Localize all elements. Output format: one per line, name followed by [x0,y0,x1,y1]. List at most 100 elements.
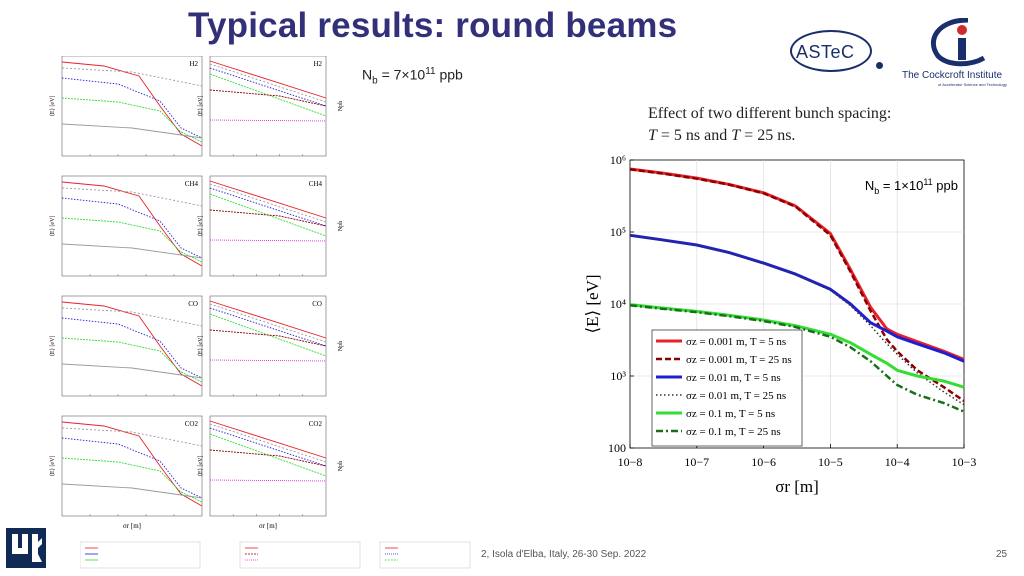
small-panel-ylabel: ⟨E⟩ [eV] [49,336,56,357]
series-line-4 [629,303,965,389]
small-panel-frame [209,415,327,517]
small-panel-ylabel: ⟨E⟩ [eV] [197,456,204,477]
small-panel-curve [209,119,327,122]
slide-title: Typical results: round beams [188,6,678,45]
bunch-spacing-caption: Effect of two different bunch spacing: T… [648,105,892,144]
small-panel-curve [61,123,203,139]
small-panel-curve [209,209,327,227]
small-panel-frame [61,295,203,397]
small-panel-curve [61,61,203,147]
astec-logo [790,30,872,72]
small-panel: CONph [338,341,344,351]
cockcroft-logo-icon [930,18,986,67]
small-panel-curve [209,427,327,467]
small-panel: CO ⟨E⟩ [eV] [49,295,203,397]
y-tick-label: 10⁴ [610,297,626,311]
small-panel-curve [209,307,327,347]
cockcroft-name: The Cockcroft Institute [902,70,1003,81]
astec-logo-dot [876,62,883,69]
small-panel: H2Nph [338,101,344,111]
gas-label: CO2 [185,420,199,428]
small-panel-frame [61,175,203,277]
ukri-logo-icon [6,528,46,568]
small-panel-curve [209,420,327,459]
small-panel-ylabel: ⟨E⟩ [eV] [49,96,56,117]
small-panel-frame [209,56,327,157]
legend-entry: σz = 0.001 m, T = 25 ns [686,354,792,366]
small-panel-curve [209,423,327,463]
small-panel-curve [209,239,327,242]
small-panel-curve [209,63,327,103]
small-panel-curve [61,187,203,207]
small-panel: CH4 ⟨E⟩ [eV] [197,175,327,277]
gas-label: CH4 [185,180,199,188]
x-tick-label: 10−7 [684,455,709,469]
small-panel-ylabel: ⟨E⟩ [eV] [49,216,56,237]
cockcroft-subtitle: of Accelerator Science and Technology [938,82,1007,87]
small-panel: H2 ⟨E⟩ [eV] [197,56,327,157]
annotation-part: = 1×10 [879,178,923,193]
small-panel-curve [61,67,203,87]
gas-label: H2 [189,60,198,68]
gas-label: CH4 [309,180,323,188]
x-tick-label: 10−4 [885,455,910,469]
small-panel-xlabel: σr [m] [123,522,141,530]
gas-label: H2 [313,60,322,68]
small-panel: CO2Nphσr [m] [338,461,344,471]
small-panel-curve [61,427,203,447]
legend-entry: σz = 0.01 m, T = 5 ns [686,372,781,384]
small-panel-frame [209,295,327,397]
y-tick-label: 10³ [610,369,626,383]
series-line-5 [629,304,965,413]
small-panel-ylabel: ⟨E⟩ [eV] [197,216,204,237]
small-panel-curve [61,457,203,503]
small-panel-curve [209,60,327,99]
small-panels-grid: H2 ⟨E⟩ [eV] H2 ⟨E⟩ [eV] H2Nph CH4 ⟨E⟩ [eV] CH4 ⟨… [49,56,344,530]
small-panel-curve [61,181,203,267]
x-tick-label: 10−5 [818,455,843,469]
small-panel-curve [209,180,327,219]
small-panel-ylabel: Nph [338,461,344,471]
small-panel-ylabel: Nph [338,101,344,111]
small-panel-curve [61,217,203,263]
small-panel-curve [61,421,203,507]
small-panel-ylabel: ⟨E⟩ [eV] [197,336,204,357]
footer-text: 2, Isola d'Elba, Italy, 26-30 Sep. 2022 [481,549,647,560]
small-panel-curve [209,449,327,467]
y-tick-label: 10⁶ [610,153,626,167]
annotation-part: N [865,178,874,193]
small-panel-ylabel: ⟨E⟩ [eV] [49,456,56,477]
legend-entry: σz = 0.1 m, T = 25 ns [686,426,781,438]
page-number: 25 [996,549,1008,560]
small-panel: CH4 ⟨E⟩ [eV] [49,175,203,277]
y-axis-label: ⟨E⟩ [eV] [583,274,602,333]
bunch-population-annotation: Nb = 1×1011 ppb [865,177,958,196]
small-panel-curve [209,303,327,343]
small-panel-curve [209,329,327,347]
legend-box [651,329,803,447]
small-panel-curve [61,243,203,259]
small-panel-ylabel: Nph [338,221,344,231]
logo-group: ASTeC The Cockcroft Institute of Acceler… [788,18,1024,88]
small-panel: CO ⟨E⟩ [eV] [197,295,327,397]
series-line-3 [629,234,965,406]
small-panel-curve [209,479,327,482]
x-axis-label: σr [m] [775,477,819,496]
annotation-part: ppb [933,178,958,193]
annotation-sup: 11 [923,177,932,187]
x-tick-label: 10−6 [751,455,776,469]
small-panel-curve [61,97,203,143]
small-panel-frame [209,175,327,277]
small-panel-frame [61,56,203,157]
gas-label: CO2 [309,420,323,428]
small-panel: H2 ⟨E⟩ [eV] [49,56,203,157]
small-panel-curve [209,300,327,339]
series-line-1 [629,168,965,403]
small-panel-curve [61,483,203,499]
small-panel-curve [61,307,203,327]
gas-label: CO [312,300,322,308]
small-panels-legend-strip [80,541,471,569]
small-panel-curve [209,187,327,227]
astec-logo-text: ASTeC [796,42,855,62]
gas-label: CO [188,300,198,308]
